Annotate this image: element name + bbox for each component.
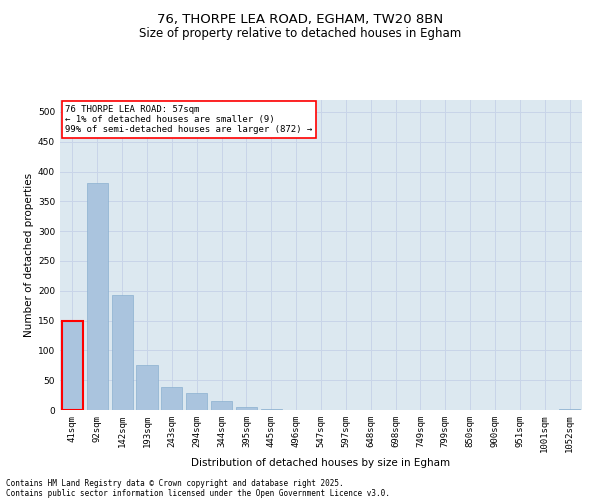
Bar xyxy=(161,388,182,410)
Text: Contains HM Land Registry data © Crown copyright and database right 2025.: Contains HM Land Registry data © Crown c… xyxy=(6,478,344,488)
Bar xyxy=(136,366,158,410)
Text: Size of property relative to detached houses in Egham: Size of property relative to detached ho… xyxy=(139,28,461,40)
Bar xyxy=(62,320,83,410)
Bar xyxy=(236,407,257,410)
Bar xyxy=(186,394,207,410)
Bar xyxy=(559,409,580,410)
Bar xyxy=(87,184,108,410)
X-axis label: Distribution of detached houses by size in Egham: Distribution of detached houses by size … xyxy=(191,458,451,468)
Text: Contains public sector information licensed under the Open Government Licence v3: Contains public sector information licen… xyxy=(6,488,390,498)
Text: 76, THORPE LEA ROAD, EGHAM, TW20 8BN: 76, THORPE LEA ROAD, EGHAM, TW20 8BN xyxy=(157,12,443,26)
Y-axis label: Number of detached properties: Number of detached properties xyxy=(24,173,34,337)
Text: 76 THORPE LEA ROAD: 57sqm
← 1% of detached houses are smaller (9)
99% of semi-de: 76 THORPE LEA ROAD: 57sqm ← 1% of detach… xyxy=(65,104,313,134)
Bar xyxy=(112,295,133,410)
Bar xyxy=(211,401,232,410)
